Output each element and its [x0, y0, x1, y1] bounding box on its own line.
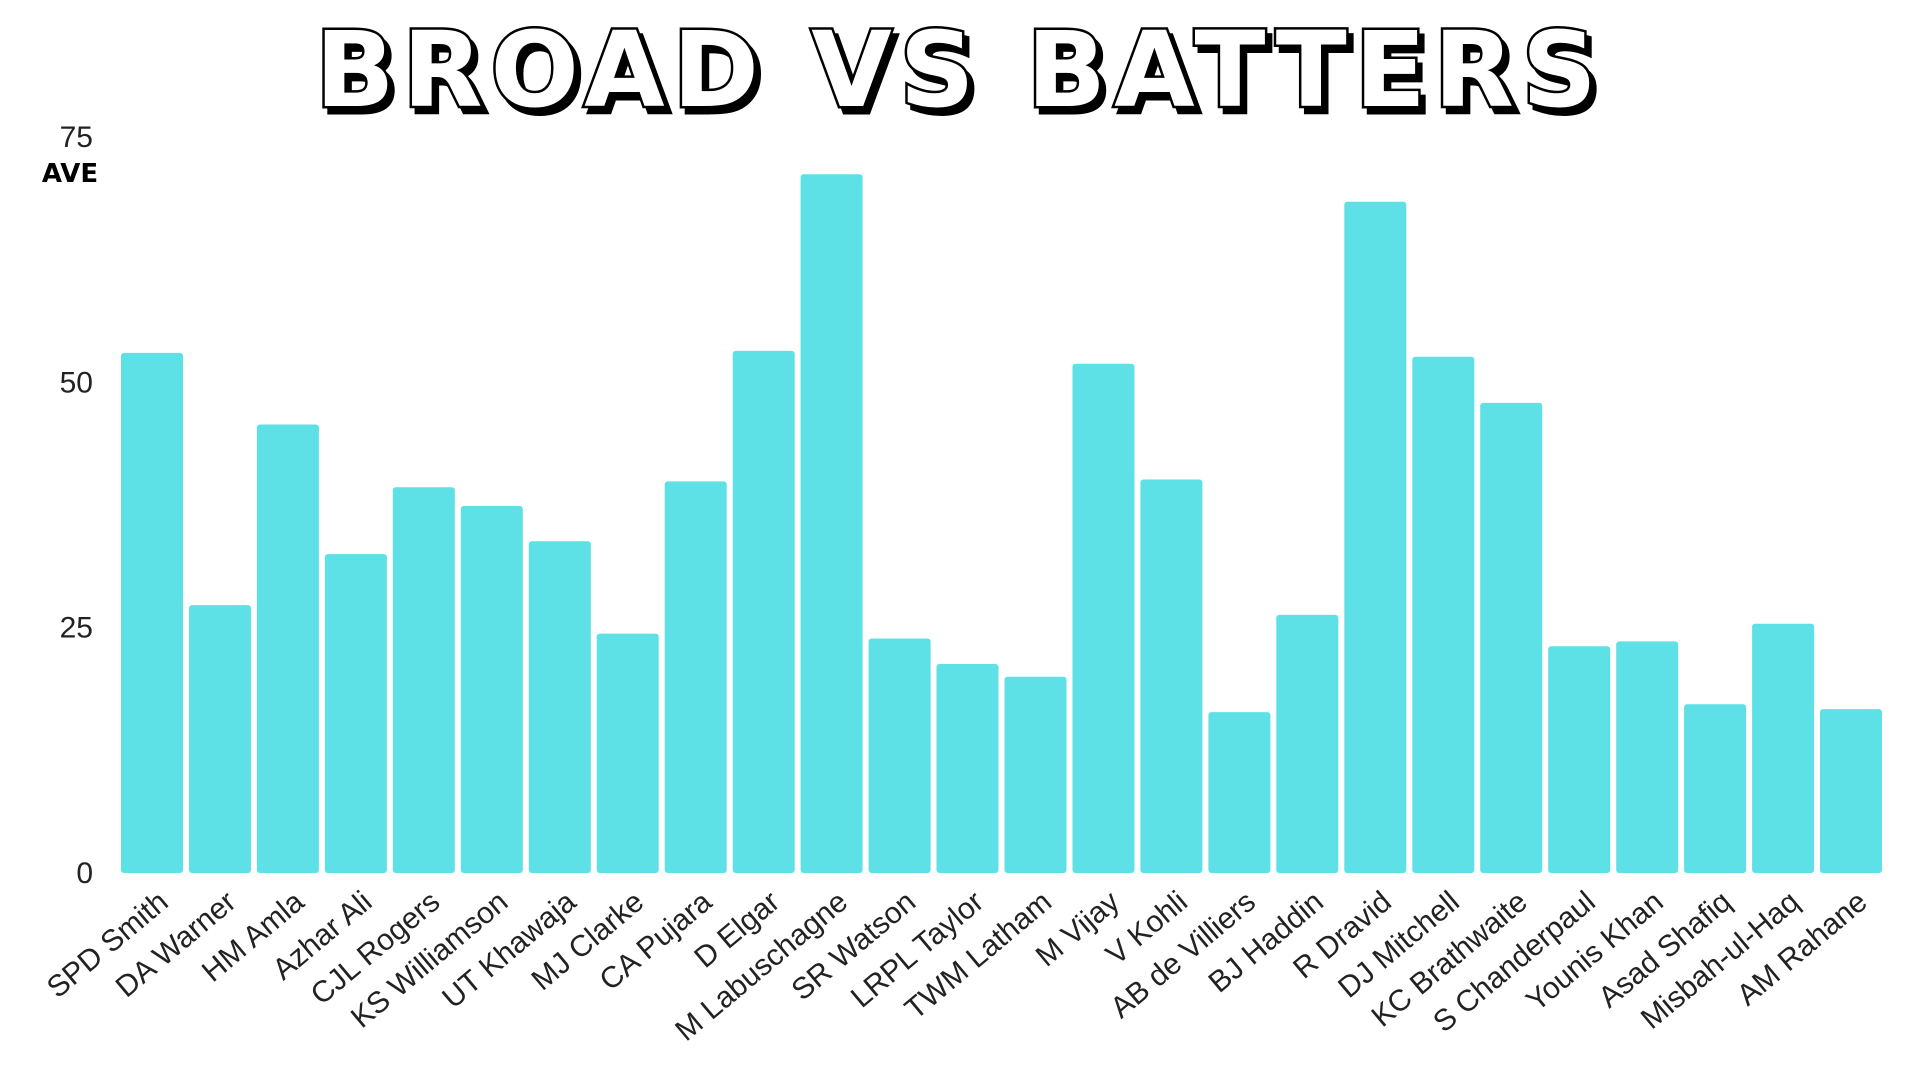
bar-ca-pujara [664, 481, 727, 873]
chart-title-text: BROAD VS BATTERS [315, 9, 1605, 131]
y-tick-label: 50 [60, 366, 93, 399]
bar-da-warner [189, 605, 251, 873]
bar-cjl-rogers [392, 487, 455, 873]
bar-younis-khan [1616, 641, 1679, 873]
bar-v-kohli [1140, 479, 1203, 873]
bar-s-chanderpaul [1548, 646, 1611, 873]
chart-title-shadow: BROAD VS BATTERS [320, 15, 1610, 137]
bar-ut-khawaja [528, 541, 591, 873]
y-tick-label: 0 [76, 857, 93, 890]
bar-bj-haddin [1276, 614, 1339, 873]
bar-lrpl-taylor [936, 664, 999, 873]
bar-ab-de-villiers [1208, 712, 1271, 873]
bar-sr-watson [868, 638, 931, 873]
y-tick-label: 25 [60, 612, 93, 645]
bar-am-rahane [1820, 709, 1882, 873]
bar-azhar-ali [324, 554, 387, 873]
bars [121, 174, 1882, 874]
bar-hm-amla [256, 424, 319, 873]
bar-mj-clarke [596, 633, 659, 873]
bar-spd-smith [121, 352, 183, 873]
bar-m-vijay [1072, 363, 1135, 873]
bar-dj-mitchell [1412, 356, 1475, 873]
bar-d-elgar [732, 350, 795, 873]
y-tick-label: 75 [60, 121, 93, 154]
y-axis-ticks: 0 25 50 75 [60, 121, 93, 890]
bar-kc-brathwaite [1480, 402, 1543, 873]
chart-title: BROAD VS BATTERS BROAD VS BATTERS [313, 7, 1610, 140]
bar-asad-shafiq [1684, 704, 1747, 873]
bar-r-dravid [1344, 201, 1407, 874]
bar-ks-williamson [460, 506, 523, 873]
bar-misbah-ul-haq [1752, 623, 1815, 873]
bar-m-labuschagne [800, 174, 863, 874]
bar-twm-latham [1004, 676, 1067, 873]
y-axis-label: AVE [42, 159, 98, 189]
